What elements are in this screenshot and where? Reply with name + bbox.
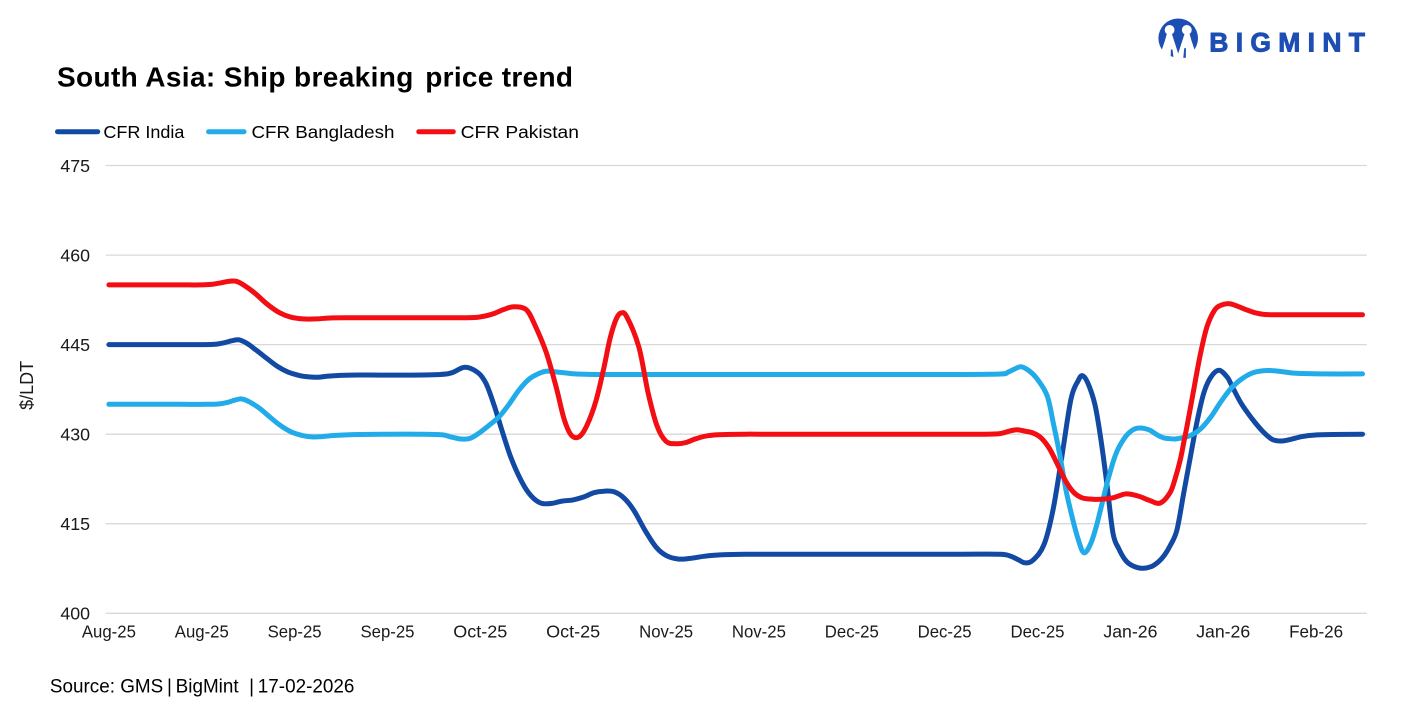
svg-text:Feb-26: Feb-26 (1289, 622, 1343, 642)
svg-text:price trend: price trend (425, 62, 573, 93)
svg-text:CFR Bangladesh: CFR Bangladesh (252, 122, 395, 142)
svg-text:445: 445 (60, 335, 90, 355)
svg-text:South Asia: Ship breaking: South Asia: Ship breaking (57, 62, 413, 93)
svg-text:Aug-25: Aug-25 (175, 622, 229, 642)
svg-text:CFR India: CFR India (103, 122, 184, 142)
svg-text:$/LDT: $/LDT (17, 361, 37, 410)
svg-text:CFR Pakistan: CFR Pakistan (461, 122, 579, 142)
svg-text:Oct-25: Oct-25 (453, 622, 507, 642)
svg-text:Jan-26: Jan-26 (1196, 622, 1250, 642)
svg-text:460: 460 (60, 246, 90, 266)
svg-text:Nov-25: Nov-25 (732, 622, 786, 642)
svg-text:Aug-25: Aug-25 (82, 622, 136, 642)
svg-text:475: 475 (60, 156, 90, 176)
svg-text:Oct-25: Oct-25 (546, 622, 600, 642)
svg-text:Dec-25: Dec-25 (825, 622, 879, 642)
svg-text:415: 415 (60, 514, 90, 534)
svg-text:400: 400 (60, 604, 90, 624)
svg-text:Jan-26: Jan-26 (1103, 622, 1157, 642)
svg-text:Source: GMS | BigMint | 17-02: Source: GMS | BigMint | 17-02-2026 (50, 675, 355, 697)
svg-text:Dec-25: Dec-25 (918, 622, 972, 642)
svg-text:BIGMINT: BIGMINT (1209, 27, 1372, 57)
svg-text:Dec-25: Dec-25 (1011, 622, 1065, 642)
svg-text:Sep-25: Sep-25 (361, 622, 415, 642)
svg-text:430: 430 (60, 425, 90, 445)
svg-text:Nov-25: Nov-25 (639, 622, 693, 642)
svg-text:Sep-25: Sep-25 (268, 622, 322, 642)
